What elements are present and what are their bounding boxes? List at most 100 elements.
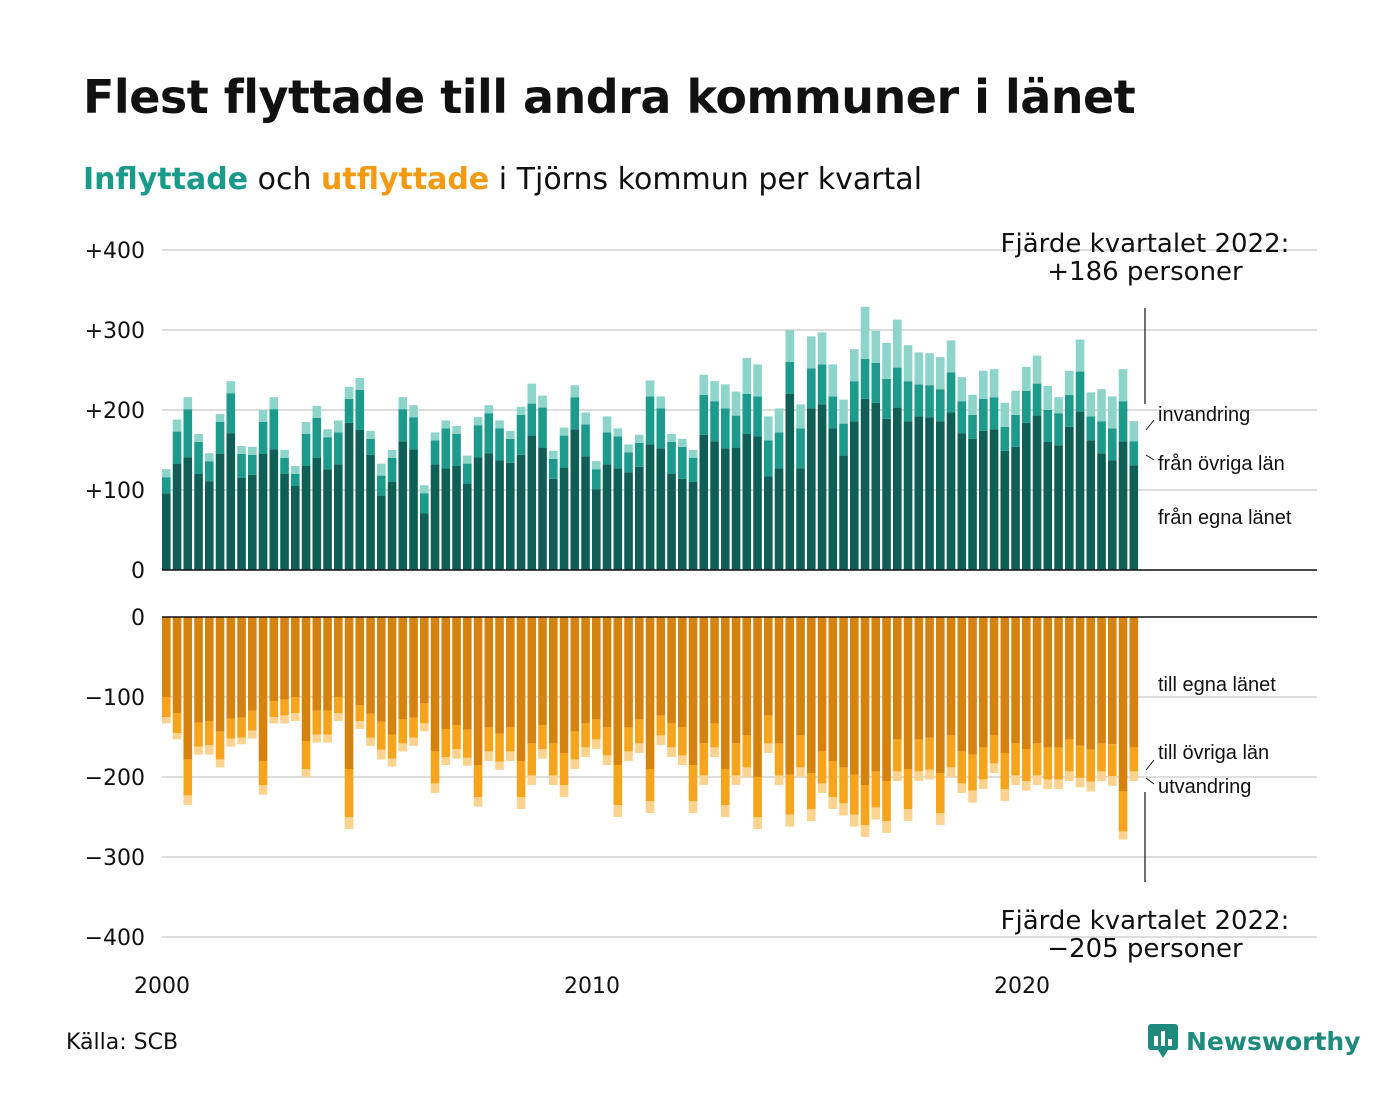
bar-in-own-county (205, 481, 214, 570)
bar-out-other-counties (1118, 791, 1128, 832)
bar-out-emigration (989, 763, 999, 773)
x-tick-label: 2010 (564, 974, 620, 999)
bar-in-own-county (645, 444, 655, 570)
bar-in-immigration (592, 461, 601, 470)
bar-out-own-county (570, 617, 580, 732)
bar-out-own-county (989, 617, 999, 736)
bar-out-other-counties (688, 765, 698, 801)
bar-in-own-county (527, 435, 537, 570)
bar-out-other-counties (1075, 745, 1085, 778)
bar-out-other-counties (1043, 747, 1053, 780)
bar-in-other-counties (1118, 401, 1128, 442)
bar-in-immigration (420, 485, 429, 494)
bar-out-other-counties (785, 774, 795, 815)
bar-out-other-counties (936, 773, 945, 813)
bar-out-emigration (183, 795, 193, 805)
bar-in-immigration (1118, 369, 1128, 402)
bar-out-emigration (893, 771, 902, 781)
bar-in-own-county (592, 489, 601, 570)
bar-in-immigration (215, 414, 225, 422)
bar-in-other-counties (688, 458, 698, 482)
bar-out-emigration (1118, 831, 1128, 840)
bar-out-emigration (764, 743, 773, 753)
bar-in-other-counties (1043, 410, 1053, 442)
label-connector (1145, 419, 1155, 431)
bar-in-other-counties (205, 461, 214, 482)
bar-in-immigration (570, 385, 580, 398)
bar-out-other-counties (430, 751, 440, 784)
bar-out-emigration (194, 746, 203, 755)
bar-out-other-counties (570, 731, 580, 760)
bar-out-emigration (1043, 779, 1053, 789)
bar-out-emigration (1000, 789, 1010, 801)
bar-in-own-county (989, 429, 999, 570)
bar-in-immigration (484, 405, 494, 414)
bar-in-immigration (269, 397, 279, 410)
bar-in-immigration (527, 383, 537, 404)
bar-in-other-counties (850, 381, 859, 422)
bar-out-own-county (441, 617, 451, 729)
bar-out-emigration (667, 747, 676, 757)
bar-out-other-counties (613, 765, 623, 805)
bar-out-emigration (420, 723, 429, 732)
bar-out-emigration (1032, 775, 1042, 785)
bar-in-immigration (1054, 397, 1063, 414)
bar-out-other-counties (516, 761, 526, 797)
bar-in-immigration (678, 438, 687, 447)
bar-out-emigration (527, 775, 537, 785)
bar-out-other-counties (860, 785, 870, 825)
bar-out-own-county (742, 617, 752, 736)
bar-in-immigration (366, 430, 375, 439)
bar-in-own-county (183, 457, 193, 570)
bar-out-emigration (581, 747, 590, 757)
bar-in-other-counties (968, 414, 977, 439)
bar-out-own-county (248, 617, 257, 711)
bar-out-own-county (817, 617, 827, 752)
bar-in-other-counties (979, 398, 988, 431)
y-tick-label: 0 (131, 559, 145, 584)
bar-in-immigration (312, 406, 322, 418)
newsworthy-logo: Newsworthy (1148, 1024, 1361, 1058)
label-out-own-county: till egna länet (1158, 674, 1276, 696)
bar-in-immigration (710, 381, 719, 402)
bar-out-own-county (1054, 617, 1063, 748)
bar-out-own-county (796, 617, 805, 736)
bar-in-other-counties (258, 422, 268, 454)
bar-in-immigration (989, 369, 999, 398)
bar-out-emigration (721, 805, 730, 817)
bar-out-other-counties (549, 743, 558, 776)
subtitle: Inflyttade och utflyttade i Tjörns kommu… (83, 162, 922, 197)
bar-out-emigration (1065, 771, 1074, 781)
bar-in-other-counties (1129, 441, 1139, 466)
bar-out-own-county (871, 617, 881, 772)
bar-out-emigration (549, 775, 558, 785)
bar-in-other-counties (549, 458, 558, 479)
bar-in-immigration (1129, 421, 1139, 442)
subtitle-inflow-label: Inflyttade (83, 162, 249, 197)
bar-in-other-counties (699, 394, 709, 435)
bar-out-own-county (1108, 617, 1117, 745)
bar-in-other-counties (1075, 371, 1085, 412)
bar-in-other-counties (366, 438, 375, 455)
annotation-top-line1: Fjärde kvartalet 2022: (1001, 229, 1290, 259)
bar-out-other-counties (1129, 747, 1139, 772)
bar-out-emigration (850, 814, 859, 827)
bar-out-emigration (1022, 781, 1031, 791)
bar-in-other-counties (1054, 413, 1063, 446)
bar-in-other-counties (656, 408, 666, 449)
bar-out-other-counties (850, 774, 859, 815)
bar-in-other-counties (860, 358, 870, 399)
bar-in-own-county (194, 474, 203, 570)
bar-out-other-counties (656, 715, 666, 736)
bar-out-other-counties (903, 769, 913, 809)
bar-in-own-county (860, 398, 870, 570)
bar-out-emigration (291, 713, 300, 721)
bar-out-emigration (312, 734, 322, 743)
bar-out-other-counties (592, 719, 601, 740)
subtitle-outflow-label: utflyttade (321, 162, 490, 197)
bar-in-immigration (1000, 402, 1010, 427)
bar-in-other-counties (1032, 383, 1042, 416)
bar-in-other-counties (624, 452, 633, 473)
bar-out-own-county (828, 617, 838, 761)
bar-out-own-county (710, 617, 719, 724)
